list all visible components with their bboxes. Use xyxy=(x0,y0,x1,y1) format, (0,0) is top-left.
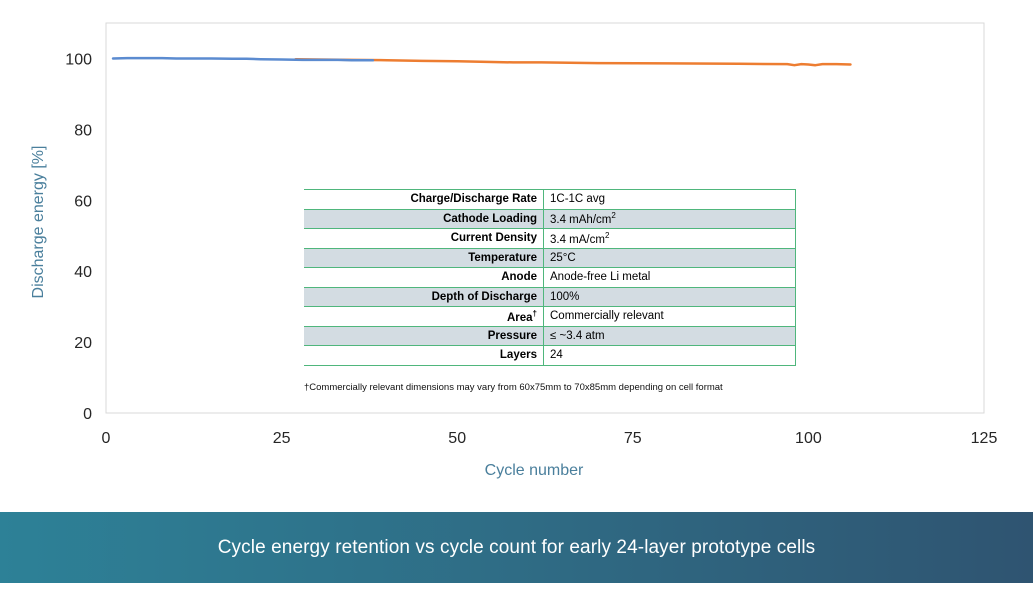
table-row: Area† Commercially relevant xyxy=(304,306,796,327)
row-value: 25°C xyxy=(543,247,796,268)
caption-text: Cycle energy retention vs cycle count fo… xyxy=(217,536,816,558)
y-tick-label: 80 xyxy=(74,122,92,139)
row-value-text: 1C-1C avg xyxy=(550,193,605,206)
table-row: Temperature 25°C xyxy=(304,247,796,268)
row-value-text: Commercially relevant xyxy=(550,310,664,323)
parameters-table: Charge/Discharge Rate 1C-1C avg Cathode Lo… xyxy=(304,189,796,366)
row-value-text: 3.4 mA/cm xyxy=(550,233,605,246)
table-row: Pressure ≤ ~3.4 atm xyxy=(304,325,796,346)
row-value: ≤ ~3.4 atm xyxy=(543,325,796,346)
x-tick-label: 75 xyxy=(624,430,642,447)
table-row: Cathode Loading 3.4 mAh/cm2 xyxy=(304,208,796,229)
row-label-text: Temperature xyxy=(468,251,537,264)
x-axis-title: Cycle number xyxy=(485,462,584,479)
y-tick-label: 20 xyxy=(74,335,92,352)
row-label: Depth of Discharge xyxy=(304,286,544,307)
row-label: Area† xyxy=(304,306,544,327)
row-label-text: Current Density xyxy=(450,232,537,245)
x-tick-label: 100 xyxy=(795,430,822,447)
row-label: Cathode Loading xyxy=(304,208,544,229)
row-label: Current Density xyxy=(304,228,544,249)
x-tick-label: 125 xyxy=(971,430,998,447)
y-tick-label: 100 xyxy=(65,51,92,68)
table-footnote: †Commercially relevant dimensions may va… xyxy=(304,382,723,393)
row-label-text: Pressure xyxy=(487,329,537,342)
row-value-text: 25°C xyxy=(550,251,576,264)
table-row: Depth of Discharge 100% xyxy=(304,286,796,307)
row-value: Anode-free Li metal xyxy=(543,267,796,288)
table-row: Charge/Discharge Rate 1C-1C avg xyxy=(304,189,796,210)
row-value: 1C-1C avg xyxy=(543,189,796,210)
row-value: 3.4 mA/cm2 xyxy=(543,228,796,249)
x-axis-ticks: 0 25 50 75 100 125 xyxy=(102,430,998,447)
row-label: Temperature xyxy=(304,247,544,268)
row-value-text: Anode-free Li metal xyxy=(550,271,651,284)
table-row: Current Density 3.4 mA/cm2 xyxy=(304,228,796,249)
y-axis-ticks: 0 20 40 60 80 100 xyxy=(65,51,92,423)
label-superscript: † xyxy=(532,308,537,318)
row-label-text: Cathode Loading xyxy=(443,212,537,225)
row-value: 24 xyxy=(543,345,796,366)
row-value-text: 24 xyxy=(550,349,563,362)
row-label: Pressure xyxy=(304,325,544,346)
table-row: Anode Anode-free Li metal xyxy=(304,267,796,288)
series-line-2 xyxy=(111,56,375,62)
value-superscript: 2 xyxy=(604,230,610,240)
row-label: Charge/Discharge Rate xyxy=(304,189,544,210)
row-label-text: Layers xyxy=(499,349,537,362)
row-label: Anode xyxy=(304,267,544,288)
row-value-text: 100% xyxy=(550,290,580,303)
caption-bar: Cycle energy retention vs cycle count fo… xyxy=(0,512,1033,583)
series-line-1 xyxy=(294,57,852,67)
y-tick-label: 40 xyxy=(74,264,92,281)
row-label-text: Anode xyxy=(501,271,537,284)
row-label-text: Area xyxy=(506,311,533,324)
row-value-text: ≤ ~3.4 atm xyxy=(550,329,605,342)
row-label-text: Depth of Discharge xyxy=(431,290,537,303)
row-value: 100% xyxy=(543,286,796,307)
series-layer xyxy=(111,56,852,67)
row-value: Commercially relevant xyxy=(543,306,796,327)
x-tick-label: 50 xyxy=(448,430,466,447)
x-tick-label: 25 xyxy=(273,430,291,447)
y-tick-label: 0 xyxy=(83,406,92,423)
y-tick-label: 60 xyxy=(74,193,92,210)
table-row: Layers 24 xyxy=(304,345,796,366)
row-value: 3.4 mAh/cm2 xyxy=(543,208,796,229)
row-label: Layers xyxy=(304,345,544,366)
y-axis-title: Discharge energy [%] xyxy=(30,146,47,299)
value-superscript: 2 xyxy=(611,211,616,221)
x-tick-label: 0 xyxy=(102,430,111,447)
row-label-text: Charge/Discharge Rate xyxy=(410,193,537,206)
row-value-text: 3.4 mAh/cm xyxy=(550,214,612,227)
